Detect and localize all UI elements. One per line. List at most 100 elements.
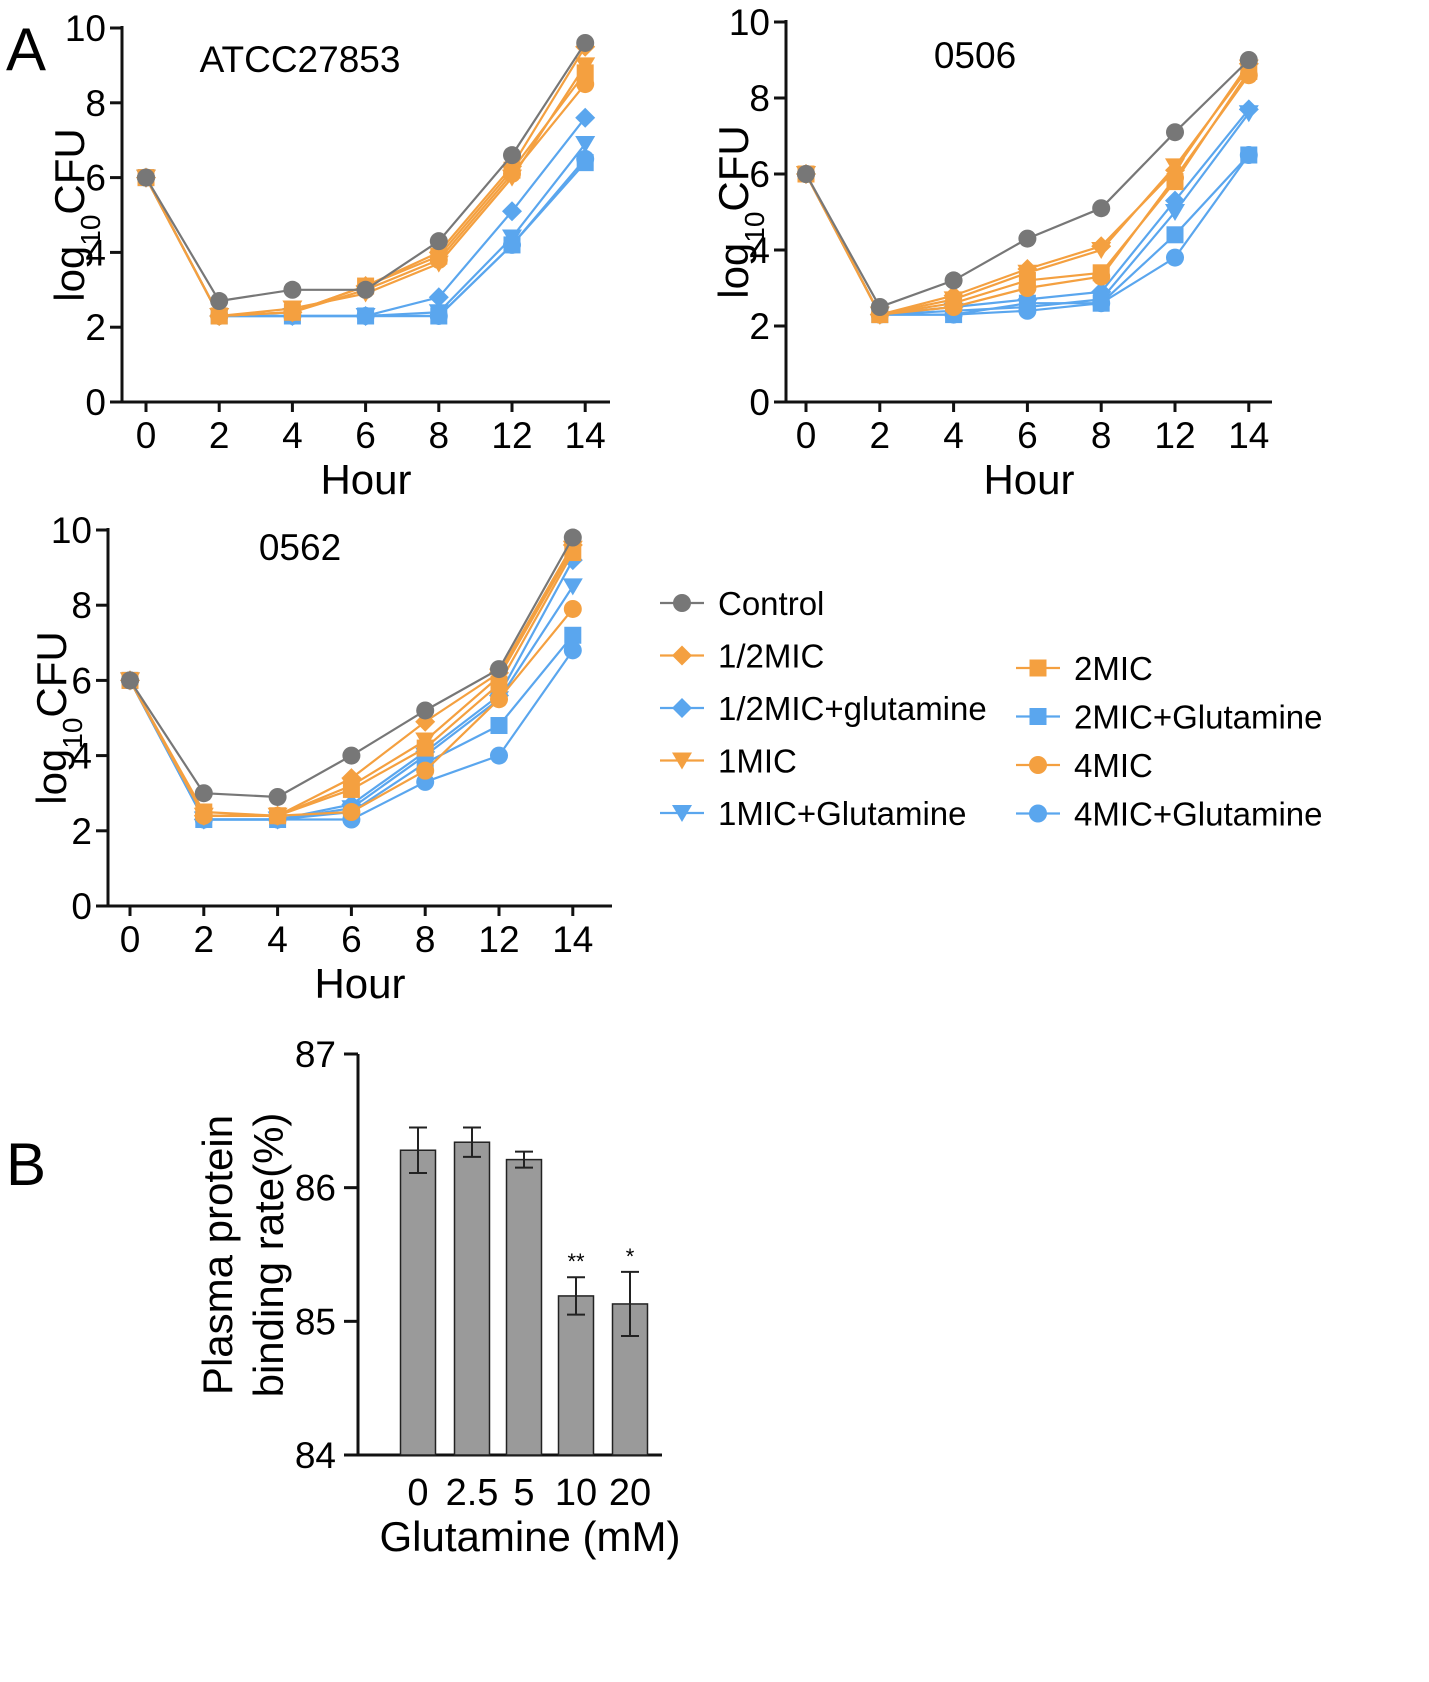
y-tick-label: 0: [749, 382, 770, 423]
y-axis-label-line1: Plasma protein: [194, 1115, 241, 1395]
legend-item: 1/2MIC: [660, 638, 824, 675]
chart-atcc27853: 0 2 4 6 8 10 0 2 4 6 8 12 14 ATCC27853 Hour log10CFU: [46, 8, 610, 503]
data-point: [1239, 66, 1258, 85]
x-tick-label: 12: [491, 415, 532, 456]
data-point: [563, 599, 582, 618]
x-tick-label: 5: [513, 1472, 534, 1514]
data-point: [137, 168, 155, 187]
data-point: [429, 232, 448, 251]
y-tick-label: 0: [71, 886, 92, 927]
data-point: [575, 107, 596, 128]
y-tick-label: 4: [71, 736, 92, 777]
legend-marker: [673, 594, 691, 612]
x-tick-label: 2: [209, 415, 230, 456]
data-point: [268, 806, 287, 825]
data-point: [268, 787, 287, 806]
legend-item: 4MIC: [1016, 747, 1153, 784]
legend-item: 1MIC: [660, 743, 797, 780]
data-point: [121, 671, 139, 690]
y-tick-label: 84: [295, 1435, 336, 1476]
x-tick-label: 4: [267, 919, 288, 960]
x-tick-label: 6: [1017, 415, 1038, 456]
x-tick-label: 12: [1154, 415, 1195, 456]
data-point: [194, 784, 213, 803]
data-point: [1166, 226, 1184, 244]
legend-marker: [672, 805, 692, 822]
y-tick-label: 4: [85, 232, 106, 273]
data-point: [283, 303, 302, 322]
y-tick-label: 87: [295, 1034, 336, 1075]
bar: [557, 1295, 595, 1456]
legend-label: 1/2MIC: [718, 638, 824, 675]
legend-label: 4MIC+Glutamine: [1074, 796, 1323, 833]
x-tick-label: 10: [555, 1472, 597, 1514]
legend-item: 1/2MIC+glutamine: [660, 690, 987, 727]
legend-item: 4MIC+Glutamine: [1016, 796, 1323, 833]
significance-label: **: [567, 1249, 585, 1274]
data-point: [416, 739, 434, 757]
x-tick-label: 2: [194, 919, 215, 960]
y-tick-label: 8: [749, 78, 770, 119]
data-point: [1018, 279, 1037, 297]
legend-item: Control: [660, 585, 824, 622]
data-point: [490, 690, 508, 709]
x-tick-label: 14: [565, 415, 606, 456]
data-point: [563, 641, 582, 660]
y-tick-label: 8: [71, 585, 92, 626]
data-point: [564, 626, 582, 644]
data-point: [576, 75, 595, 94]
data-point: [1165, 204, 1185, 221]
bar: [505, 1158, 543, 1456]
y-tick-label: 2: [85, 307, 106, 348]
panel-label-b: B: [6, 1131, 46, 1198]
data-point: [1165, 158, 1185, 176]
significance-label: *: [626, 1244, 635, 1269]
y-tick-label: 10: [51, 510, 92, 551]
x-tick-label: 0: [120, 919, 141, 960]
x-tick-label: 0: [796, 415, 817, 456]
data-point: [490, 660, 508, 679]
data-point: [490, 746, 508, 765]
data-point: [356, 280, 375, 299]
x-tick-label: 2: [870, 415, 891, 456]
data-point: [1239, 146, 1258, 164]
data-point: [1239, 51, 1258, 69]
data-point: [1018, 229, 1037, 248]
data-point: [210, 306, 229, 325]
data-point: [1092, 267, 1111, 286]
data-point: [1166, 248, 1184, 267]
x-tick-label: 12: [478, 919, 519, 960]
data-point: [429, 306, 448, 325]
legend-label: 1/2MIC+glutamine: [718, 690, 987, 727]
data-point: [1238, 105, 1259, 123]
x-tick-label: 6: [355, 415, 376, 456]
y-axis-label-line2: binding rate(%): [245, 1113, 292, 1398]
series-control: [137, 33, 595, 311]
series-control: [121, 528, 582, 806]
y-tick-label: 10: [729, 2, 770, 43]
series-control: [797, 51, 1258, 316]
y-axis-label: log10CFU: [710, 125, 770, 299]
y-tick-label: 0: [85, 382, 106, 423]
data-point: [944, 298, 963, 316]
data-point: [490, 717, 508, 735]
x-tick-label: 20: [609, 1472, 651, 1514]
data-point: [356, 306, 375, 325]
x-axis-label: Hour: [983, 456, 1074, 503]
data-point: [797, 165, 815, 183]
data-point: [503, 164, 521, 183]
data-point: [429, 250, 448, 269]
y-axis-label: log10CFU: [28, 631, 88, 805]
y-tick-label: 2: [749, 306, 770, 347]
y-tick-label: 8: [85, 83, 106, 124]
legend-item: 2MIC+Glutamine: [1016, 699, 1323, 736]
legend-label: 1MIC+Glutamine: [718, 795, 967, 832]
data-point: [416, 761, 435, 780]
x-tick-label: 6: [341, 919, 362, 960]
legend-label: 2MIC: [1074, 650, 1153, 687]
data-point: [416, 701, 435, 720]
data-point: [1091, 242, 1112, 259]
legend-label: 1MIC: [718, 743, 797, 780]
data-point: [502, 201, 522, 222]
